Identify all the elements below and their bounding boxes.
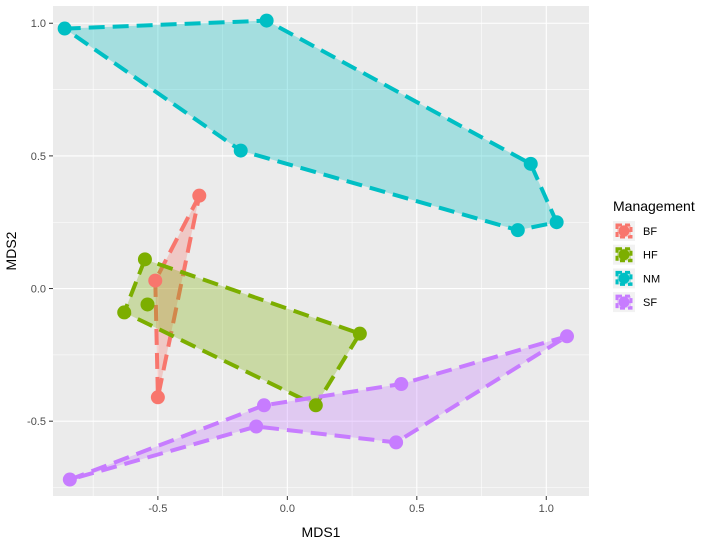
data-points [57,13,574,487]
point-sf [559,329,574,344]
x-tick-label: 0.5 [409,503,424,515]
legend-item-sf: SF [613,292,657,313]
legend-label: BF [643,226,657,238]
y-axis-title: MDS2 [3,231,19,270]
legend-key-point [618,225,630,237]
legend-title: Management [613,198,695,214]
point-nm [549,215,564,230]
hull-bf [153,193,202,400]
point-bf [150,390,165,405]
y-tick-label: 0.0 [31,284,46,296]
grid-major [53,6,589,496]
grid-minor [53,6,589,496]
legend-key-point [618,296,630,308]
legend-key-point [618,272,630,284]
x-axis: -0.5 0.0 0.5 1.0 [148,496,554,515]
y-tick-label: 0.5 [31,151,46,163]
point-sf [62,472,77,487]
point-sf [249,419,264,434]
x-tick-label: -0.5 [148,503,167,515]
point-nm [259,13,274,28]
point-nm [523,156,538,171]
legend-label: SF [643,297,657,309]
x-axis-title: MDS1 [302,524,341,540]
legend-item-nm: NM [613,268,660,289]
point-sf [389,435,404,450]
point-hf [137,252,152,267]
point-hf [117,305,132,320]
point-nm [510,223,525,238]
point-hf [308,398,323,413]
legend-item-hf: HF [613,244,658,265]
y-tick-label: 1.0 [31,18,46,30]
x-tick-label: 0.0 [280,503,295,515]
legend-label: HF [643,250,658,262]
point-bf [192,188,207,203]
point-sf [394,377,409,392]
y-axis: -0.5 0.0 0.5 1.0 [27,18,53,428]
legend: BF HF NM SF [613,221,660,313]
point-hf [352,326,367,341]
x-tick-label: 1.0 [539,503,554,515]
legend-item-bf: BF [613,221,657,241]
legend-key-point [618,249,630,261]
point-sf [257,398,272,413]
point-nm [233,143,248,158]
y-tick-label: -0.5 [27,416,46,428]
plot-panel [53,6,589,496]
point-nm [57,21,72,36]
point-hf [140,297,155,312]
legend-label: NM [643,273,660,285]
point-bf [148,273,163,288]
